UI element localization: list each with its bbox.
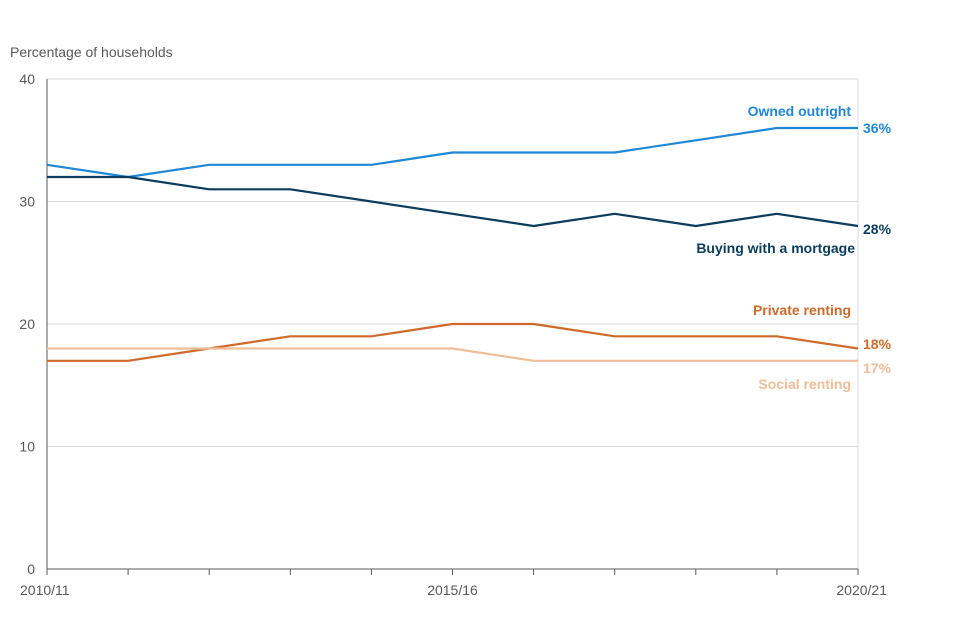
series-name-label: Social renting [758, 376, 851, 392]
gridlines [47, 78, 859, 569]
y-tick-label: 40 [19, 71, 35, 87]
series-name-label: Private renting [753, 302, 851, 318]
x-tick-label: 2010/11 [20, 582, 70, 598]
axes: 0 10 20 30 40 2010/11 2015/16 2020/21 [19, 71, 887, 598]
series-line-social-renting [47, 347, 858, 362]
series-end-value-label: 18% [863, 336, 892, 352]
series-labels: Owned outright 36% Buying with a mortgage 2… [696, 103, 891, 392]
y-tick-label: 10 [19, 439, 35, 455]
series-end-value-label: 36% [863, 120, 892, 136]
series-name-label: Buying with a mortgage [696, 240, 855, 256]
series-line-owned-outright [46, 126, 858, 179]
series-line-buying-with-a-mortgage [47, 175, 859, 228]
y-axis-title: Percentage of households [10, 44, 173, 60]
y-tick-label: 30 [19, 194, 35, 210]
series-end-value-label: 28% [863, 221, 892, 237]
series-name-label: Owned outright [748, 103, 852, 119]
series-end-value-label: 17% [863, 360, 892, 376]
series-line-private-renting [47, 322, 859, 362]
y-tick-label: 20 [19, 316, 35, 332]
series-lines [46, 126, 859, 362]
x-tick-label: 2015/16 [427, 582, 478, 598]
x-tick-label: 2020/21 [836, 582, 887, 598]
y-tick-label: 0 [27, 561, 35, 577]
